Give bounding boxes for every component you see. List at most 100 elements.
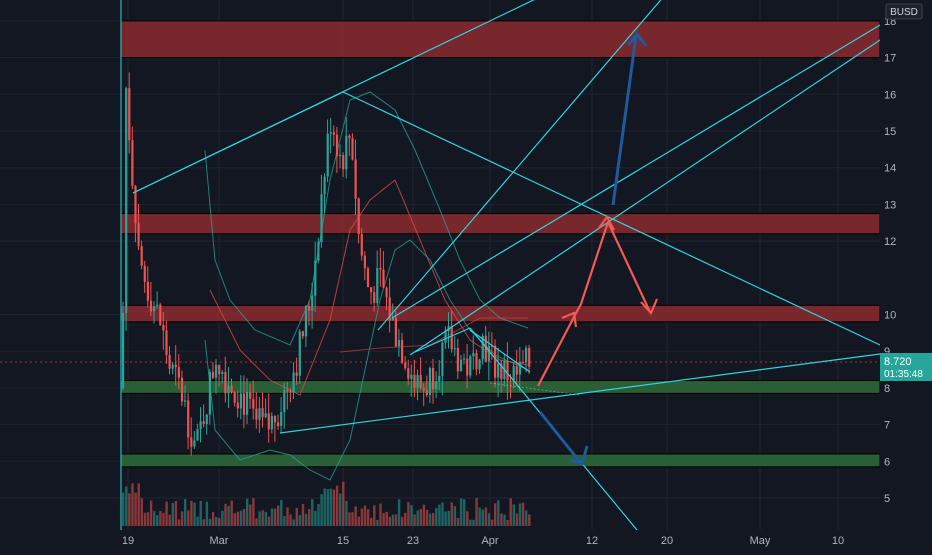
volume-bar bbox=[249, 504, 252, 526]
candle-body bbox=[153, 306, 156, 312]
candle-body bbox=[317, 242, 320, 261]
volume-bar bbox=[475, 498, 478, 526]
volume-bar bbox=[472, 519, 475, 526]
volume-bar bbox=[233, 513, 236, 526]
price-axis[interactable] bbox=[880, 0, 932, 550]
volume-bar bbox=[416, 510, 419, 526]
volume-bar bbox=[308, 509, 311, 526]
volume-bar bbox=[224, 503, 227, 526]
volume-bar bbox=[140, 498, 143, 526]
volume-bar bbox=[528, 514, 531, 526]
volume-bar bbox=[432, 512, 435, 526]
volume-bar bbox=[180, 511, 184, 526]
candle-body bbox=[174, 364, 177, 368]
blue-arrowhead bbox=[569, 445, 589, 466]
volume-bar bbox=[317, 504, 320, 526]
candle-body bbox=[184, 400, 187, 402]
trendline bbox=[377, 0, 662, 331]
volume-bar bbox=[137, 483, 140, 526]
blue-projection-down bbox=[538, 411, 582, 463]
candle-body bbox=[233, 392, 236, 403]
volume-bar bbox=[382, 513, 385, 526]
volume-bar bbox=[236, 511, 240, 526]
x-tick-label: May bbox=[750, 535, 771, 547]
trendline bbox=[132, 91, 344, 194]
volume-bar bbox=[218, 518, 221, 526]
volume-bar bbox=[264, 511, 267, 526]
volume-bar bbox=[304, 513, 308, 526]
candle-body bbox=[528, 347, 531, 367]
volume-bar bbox=[301, 503, 305, 526]
candle-body bbox=[385, 287, 388, 298]
candle-body bbox=[264, 413, 267, 418]
volume-bar bbox=[494, 503, 497, 526]
candle-body bbox=[137, 223, 140, 247]
volume-bar bbox=[156, 515, 159, 526]
volume-bar bbox=[215, 516, 218, 526]
currency-badge[interactable] bbox=[885, 3, 923, 20]
x-tick-label: 10 bbox=[832, 535, 844, 547]
red-arrowhead bbox=[640, 298, 659, 316]
candle-body bbox=[323, 176, 326, 195]
volume-bar bbox=[366, 509, 370, 526]
volume-bar bbox=[487, 513, 491, 526]
candle-body bbox=[404, 362, 407, 369]
y-tick-label: 17 bbox=[884, 53, 896, 65]
candle-body bbox=[348, 135, 351, 139]
candle-body bbox=[428, 367, 432, 396]
volume-bar bbox=[441, 502, 444, 526]
volume-bar bbox=[453, 506, 457, 526]
volume-bar bbox=[484, 507, 488, 526]
volume-bar bbox=[149, 500, 153, 526]
candle-body bbox=[180, 377, 184, 402]
candle-body bbox=[289, 391, 292, 393]
volume-bar bbox=[295, 507, 298, 526]
volume-bar bbox=[242, 509, 246, 526]
bar-countdown: 01:35:48 bbox=[884, 369, 923, 380]
candle-body bbox=[475, 352, 478, 370]
volume-bar bbox=[525, 510, 528, 526]
volume-bar bbox=[357, 516, 360, 526]
volume-bar bbox=[190, 500, 193, 526]
volume-bar bbox=[360, 508, 364, 526]
volume-bar bbox=[298, 515, 302, 526]
volume-bar bbox=[332, 489, 336, 526]
volume-bar bbox=[521, 502, 525, 526]
volume-bar bbox=[447, 510, 450, 526]
candle-body bbox=[277, 422, 280, 427]
candle-body bbox=[518, 362, 521, 375]
volume-bar bbox=[450, 502, 453, 526]
candle-body bbox=[438, 375, 441, 382]
volume-bars bbox=[122, 481, 531, 526]
volume-bar bbox=[413, 514, 416, 526]
trendline bbox=[279, 353, 881, 434]
volume-bar bbox=[481, 509, 484, 526]
candle-body bbox=[224, 372, 227, 394]
candle-body bbox=[342, 154, 345, 170]
volume-bar bbox=[394, 514, 398, 526]
candle-body bbox=[500, 363, 503, 380]
candle-body bbox=[382, 269, 385, 288]
y-tick-label: 7 bbox=[884, 420, 890, 432]
volume-bar bbox=[469, 519, 472, 526]
candle-body bbox=[230, 385, 233, 393]
candle-body bbox=[453, 347, 456, 350]
x-tick-label: 12 bbox=[586, 535, 598, 547]
support-zone bbox=[120, 453, 881, 468]
candle-body bbox=[435, 381, 438, 390]
candle-body bbox=[397, 340, 401, 347]
candle-body bbox=[261, 408, 264, 418]
candle-body bbox=[332, 132, 335, 135]
candle-body bbox=[357, 198, 360, 235]
volume-bar bbox=[211, 512, 215, 526]
time-axis[interactable] bbox=[0, 530, 880, 550]
candle-body bbox=[295, 372, 298, 376]
candle-body bbox=[270, 415, 273, 430]
volume-bar bbox=[134, 492, 137, 526]
candle-body bbox=[146, 281, 149, 301]
candle-body bbox=[304, 305, 308, 337]
volume-bar bbox=[515, 513, 519, 526]
